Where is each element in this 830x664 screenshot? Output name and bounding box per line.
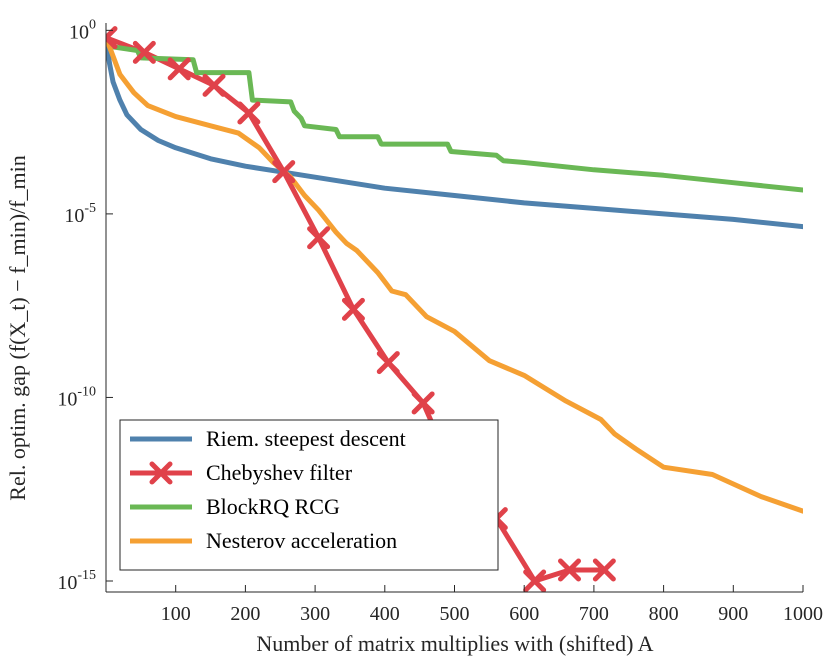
legend-x-marker xyxy=(149,461,173,485)
ticks-group: 100 200 300 400 500 600 700 800 900 1000 100 10-5 10… xyxy=(57,17,823,625)
x-tick-label: 600 xyxy=(509,603,539,625)
x-tick-label: 400 xyxy=(370,603,400,625)
legend-entry: Riem. steepest descent xyxy=(130,426,406,451)
series-group xyxy=(106,26,803,592)
chebyshev-marker xyxy=(376,351,400,375)
chebyshev-marker xyxy=(202,73,226,97)
x-tick-label: 200 xyxy=(230,603,260,625)
y-tick-label: 10-5 xyxy=(64,201,96,227)
x-tick-label: 900 xyxy=(718,603,748,625)
chebyshev-marker xyxy=(558,558,582,582)
chebyshev-marker xyxy=(237,101,261,125)
x-tick-label: 800 xyxy=(649,603,679,625)
legend-entry: Chebyshev filter xyxy=(130,460,353,485)
chebyshev-marker xyxy=(106,26,118,50)
x-tick-label: 700 xyxy=(579,603,609,625)
chebyshev-marker xyxy=(592,558,616,582)
x-tick-label: 300 xyxy=(300,603,330,625)
x-axis-label: Number of matrix multiplies with (shifte… xyxy=(256,631,653,656)
x-tick-label: 100 xyxy=(161,603,191,625)
legend-label: Riem. steepest descent xyxy=(206,426,406,451)
legend-label: Nesterov acceleration xyxy=(206,528,397,553)
legend-label: BlockRQ RCG xyxy=(206,494,340,519)
x-tick-label: 1000 xyxy=(783,603,823,625)
chebyshev-marker xyxy=(341,297,365,321)
chebyshev-marker xyxy=(523,569,547,592)
series-line-blockrq-rcg xyxy=(106,35,803,193)
series-line-riem-steepest-descent xyxy=(106,35,803,230)
chebyshev-marker xyxy=(411,391,435,415)
chebyshev-marker xyxy=(132,40,156,64)
legend-entry: BlockRQ RCG xyxy=(130,494,340,519)
series-line-nesterov-acceleration xyxy=(106,35,803,514)
y-tick-label: 10-15 xyxy=(57,568,96,594)
legend: Riem. steepest descent Chebyshev filter Bl… xyxy=(119,419,499,571)
y-tick-label: 100 xyxy=(69,17,96,43)
y-axis-label: Rel. optim. gap (f(X_t) − f_min)/f_min xyxy=(5,155,30,500)
y-tick-label: 10-10 xyxy=(57,384,96,410)
chebyshev-marker xyxy=(167,57,191,81)
legend-box xyxy=(119,419,499,571)
legend-entry: Nesterov acceleration xyxy=(130,528,397,553)
chebyshev-marker xyxy=(272,160,296,184)
chebyshev-marker xyxy=(307,226,331,250)
legend-label: Chebyshev filter xyxy=(206,460,353,485)
x-tick-label: 500 xyxy=(440,603,470,625)
